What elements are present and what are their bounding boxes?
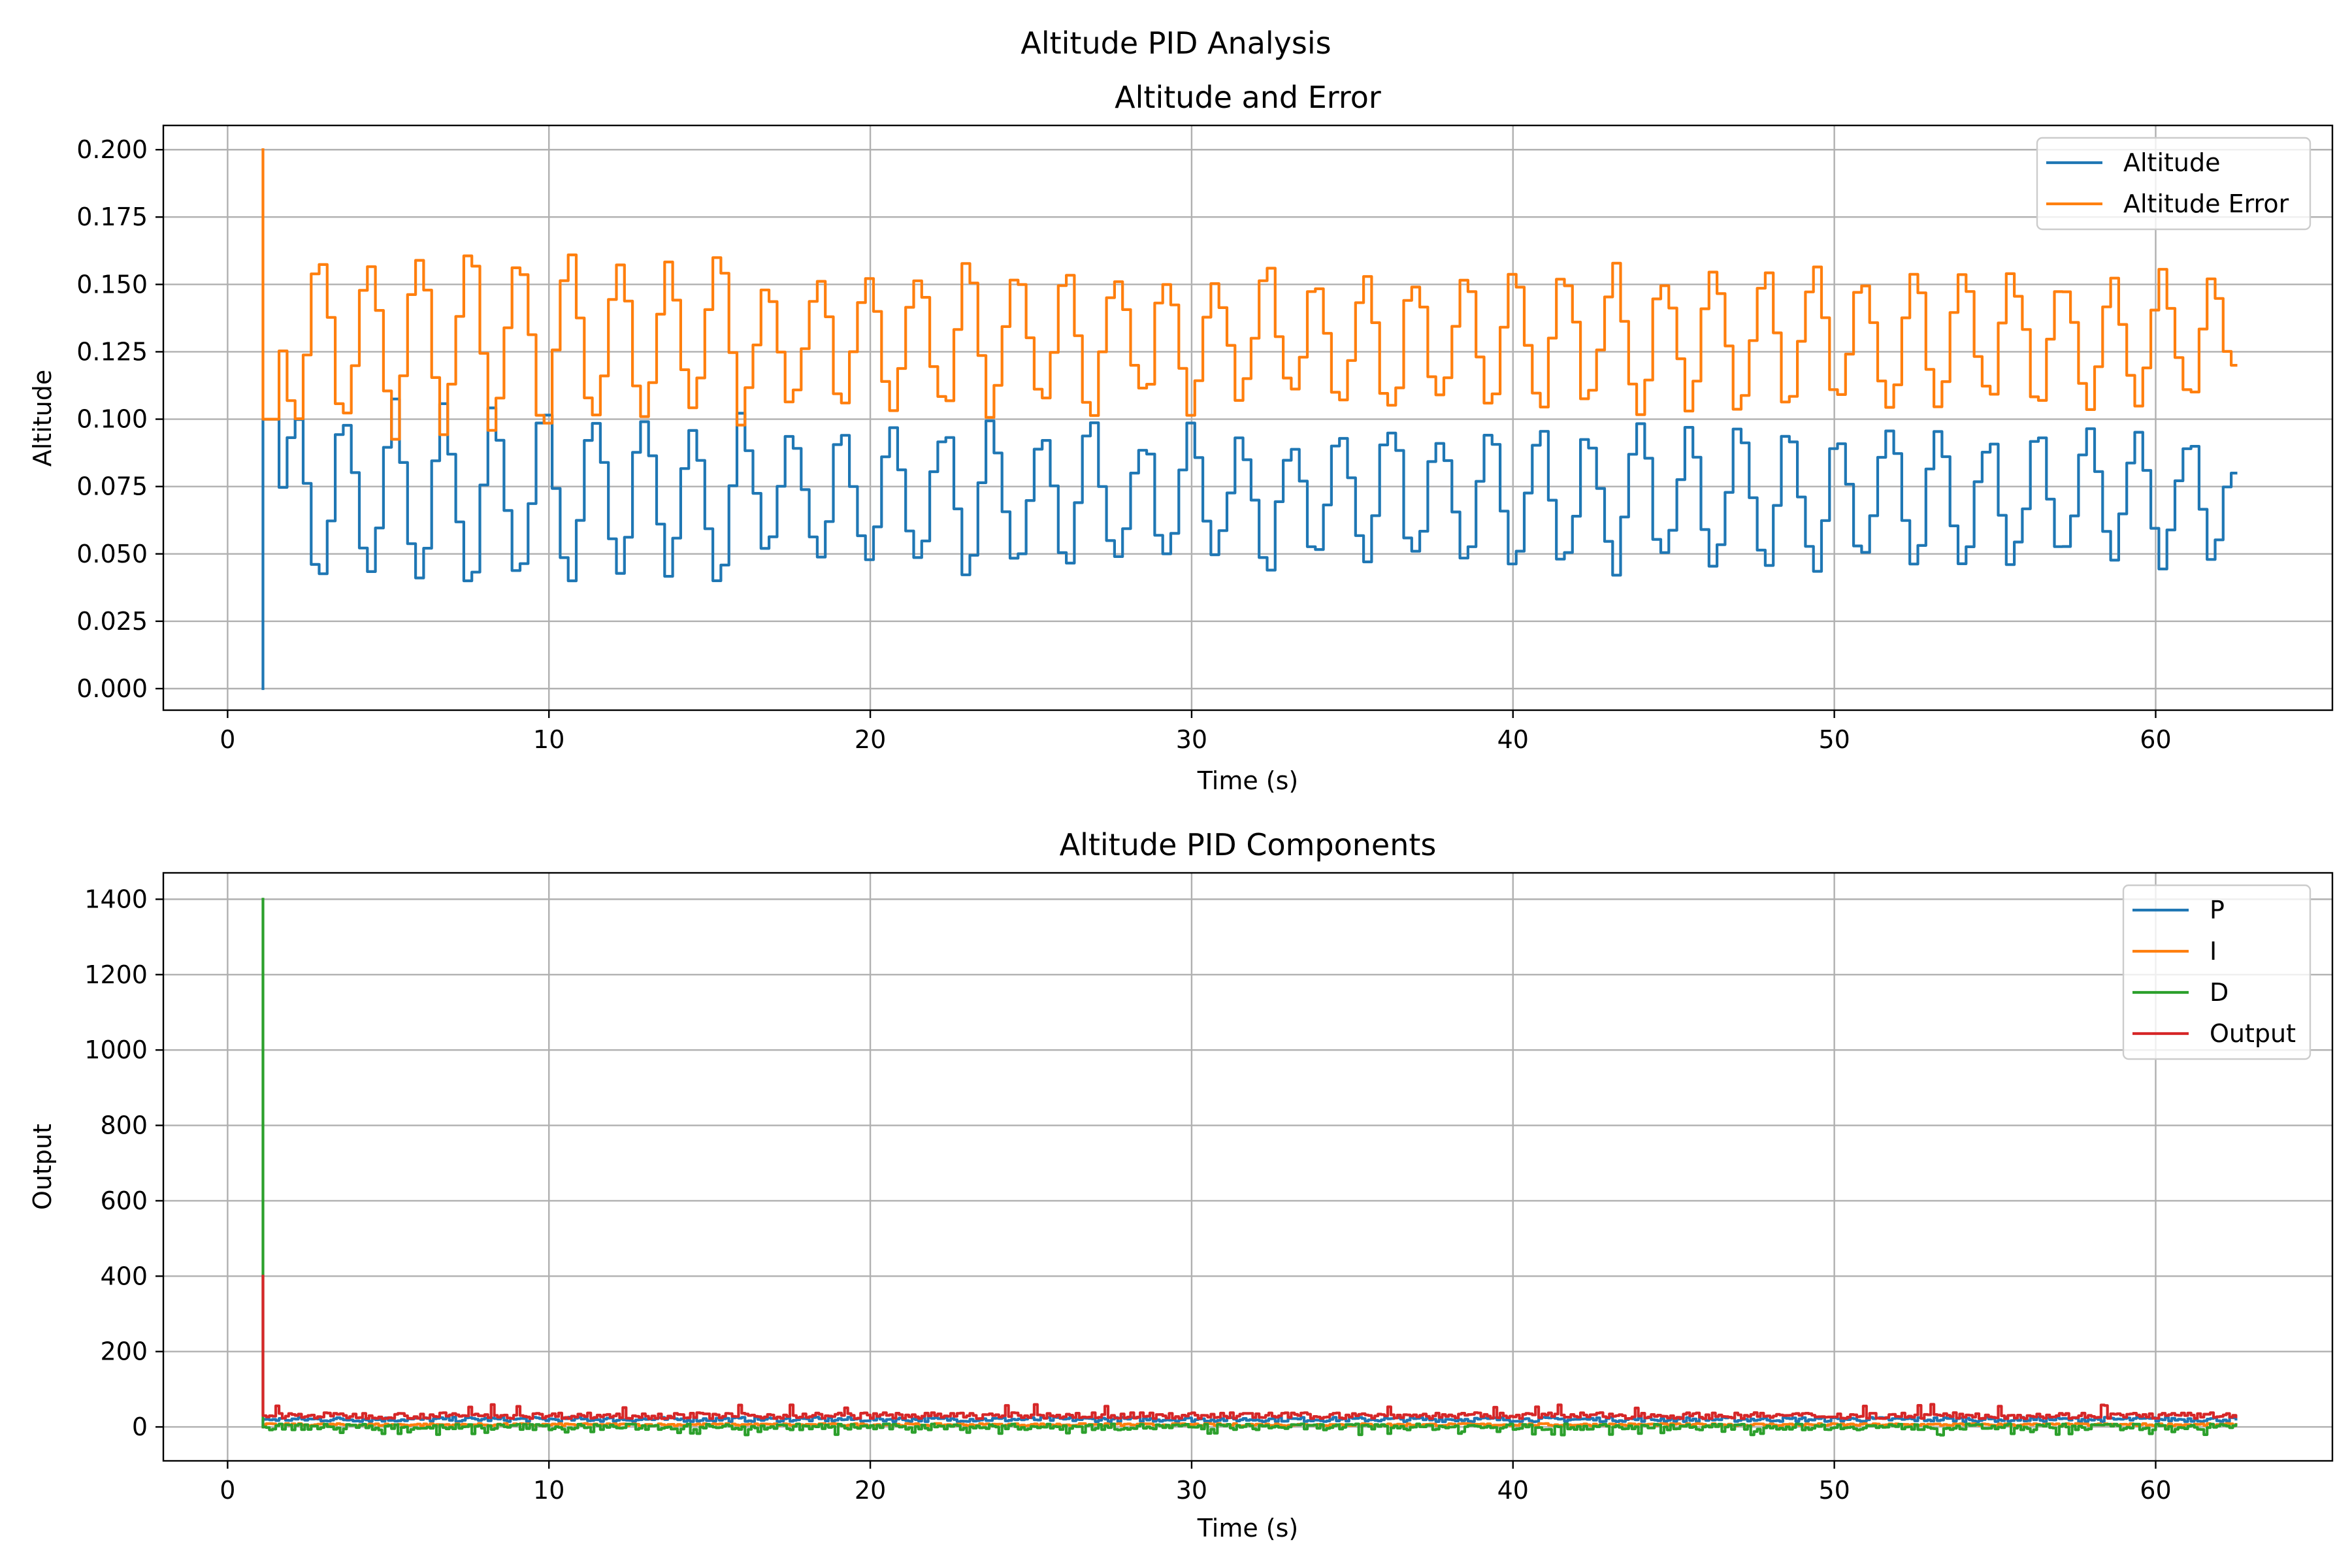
series-line-altitude	[261, 397, 2238, 691]
panel-title: Altitude PID Components	[1060, 827, 1437, 862]
figure-title: Altitude PID Analysis	[1021, 25, 1331, 61]
x-tick-label: 0	[220, 725, 235, 754]
y-axis-label: Output	[28, 1124, 57, 1210]
y-tick-label: 0.150	[76, 270, 148, 299]
legend: PID Output	[2122, 884, 2311, 1060]
axes-frame	[162, 124, 2334, 711]
y-tick-label: 0.050	[76, 540, 148, 568]
grid	[163, 125, 2332, 710]
y-tick-label: 0.025	[76, 607, 148, 636]
x-tick-label: 40	[1497, 725, 1529, 754]
y-tick-label: 0.100	[76, 405, 148, 434]
legend-label: Output	[2210, 1019, 2296, 1048]
x-tick-label: 30	[1176, 725, 1207, 754]
x-tick-label: 60	[2140, 1476, 2171, 1505]
y-tick-label: 800	[100, 1111, 148, 1140]
x-tick-label: 60	[2140, 725, 2171, 754]
series-line-output	[261, 1275, 2238, 1420]
legend-label: I	[2210, 937, 2217, 966]
x-axis-label: Time (s)	[1197, 766, 1299, 795]
series-line-altitude-error	[261, 148, 2238, 441]
legend-frame	[2122, 884, 2311, 1060]
series-line-d	[261, 898, 2238, 1437]
x-tick-label: 50	[1818, 1476, 1850, 1505]
y-tick-label: 200	[100, 1337, 148, 1366]
y-tick-label: 600	[100, 1186, 148, 1215]
y-axis-label: Altitude	[28, 370, 57, 467]
x-tick-label: 0	[220, 1476, 235, 1505]
y-tick-label: 0.175	[76, 203, 148, 231]
y-tick-label: 1400	[84, 885, 148, 913]
legend: Altitude Altitude Error	[2036, 137, 2311, 231]
y-tick-label: 0	[132, 1413, 148, 1441]
panel-title: Altitude and Error	[1115, 80, 1381, 115]
y-tick-label: 0.000	[76, 674, 148, 703]
y-tick-label: 0.200	[76, 135, 148, 164]
y-tick-label: 0.125	[76, 337, 148, 366]
altitude-error-panel: Altitude and Error 0 10 20 30 40 50 60 0.000 0.0…	[28, 80, 2334, 795]
x-tick-label: 50	[1818, 725, 1850, 754]
x-tick-label: 20	[855, 1476, 886, 1505]
x-axis-label: Time (s)	[1197, 1514, 1299, 1543]
series-layer	[261, 898, 2238, 1437]
x-tick-label: 20	[855, 725, 886, 754]
legend-label: D	[2210, 978, 2229, 1007]
x-tick-label: 30	[1176, 1476, 1207, 1505]
x-tick-label: 10	[533, 1476, 564, 1505]
y-tick-label: 0.075	[76, 472, 148, 501]
series-layer	[261, 148, 2238, 691]
ticks: 0 10 20 30 40 50 60 0.000 0.025 0.050 0.075 0.100 0.…	[76, 135, 2171, 754]
legend-label: Altitude Error	[2123, 189, 2289, 218]
y-tick-label: 400	[100, 1262, 148, 1290]
grid	[163, 873, 2332, 1461]
x-tick-label: 10	[533, 725, 564, 754]
legend-frame	[2036, 137, 2311, 231]
pid-components-panel: Altitude PID Components 0 10 20 30 40 50 60020…	[28, 827, 2334, 1543]
y-tick-label: 1200	[84, 960, 148, 989]
y-tick-label: 1000	[84, 1036, 148, 1064]
legend-label: P	[2210, 896, 2225, 924]
legend-label: Altitude	[2123, 148, 2221, 177]
axes-frame	[162, 872, 2334, 1462]
x-tick-label: 40	[1497, 1476, 1529, 1505]
